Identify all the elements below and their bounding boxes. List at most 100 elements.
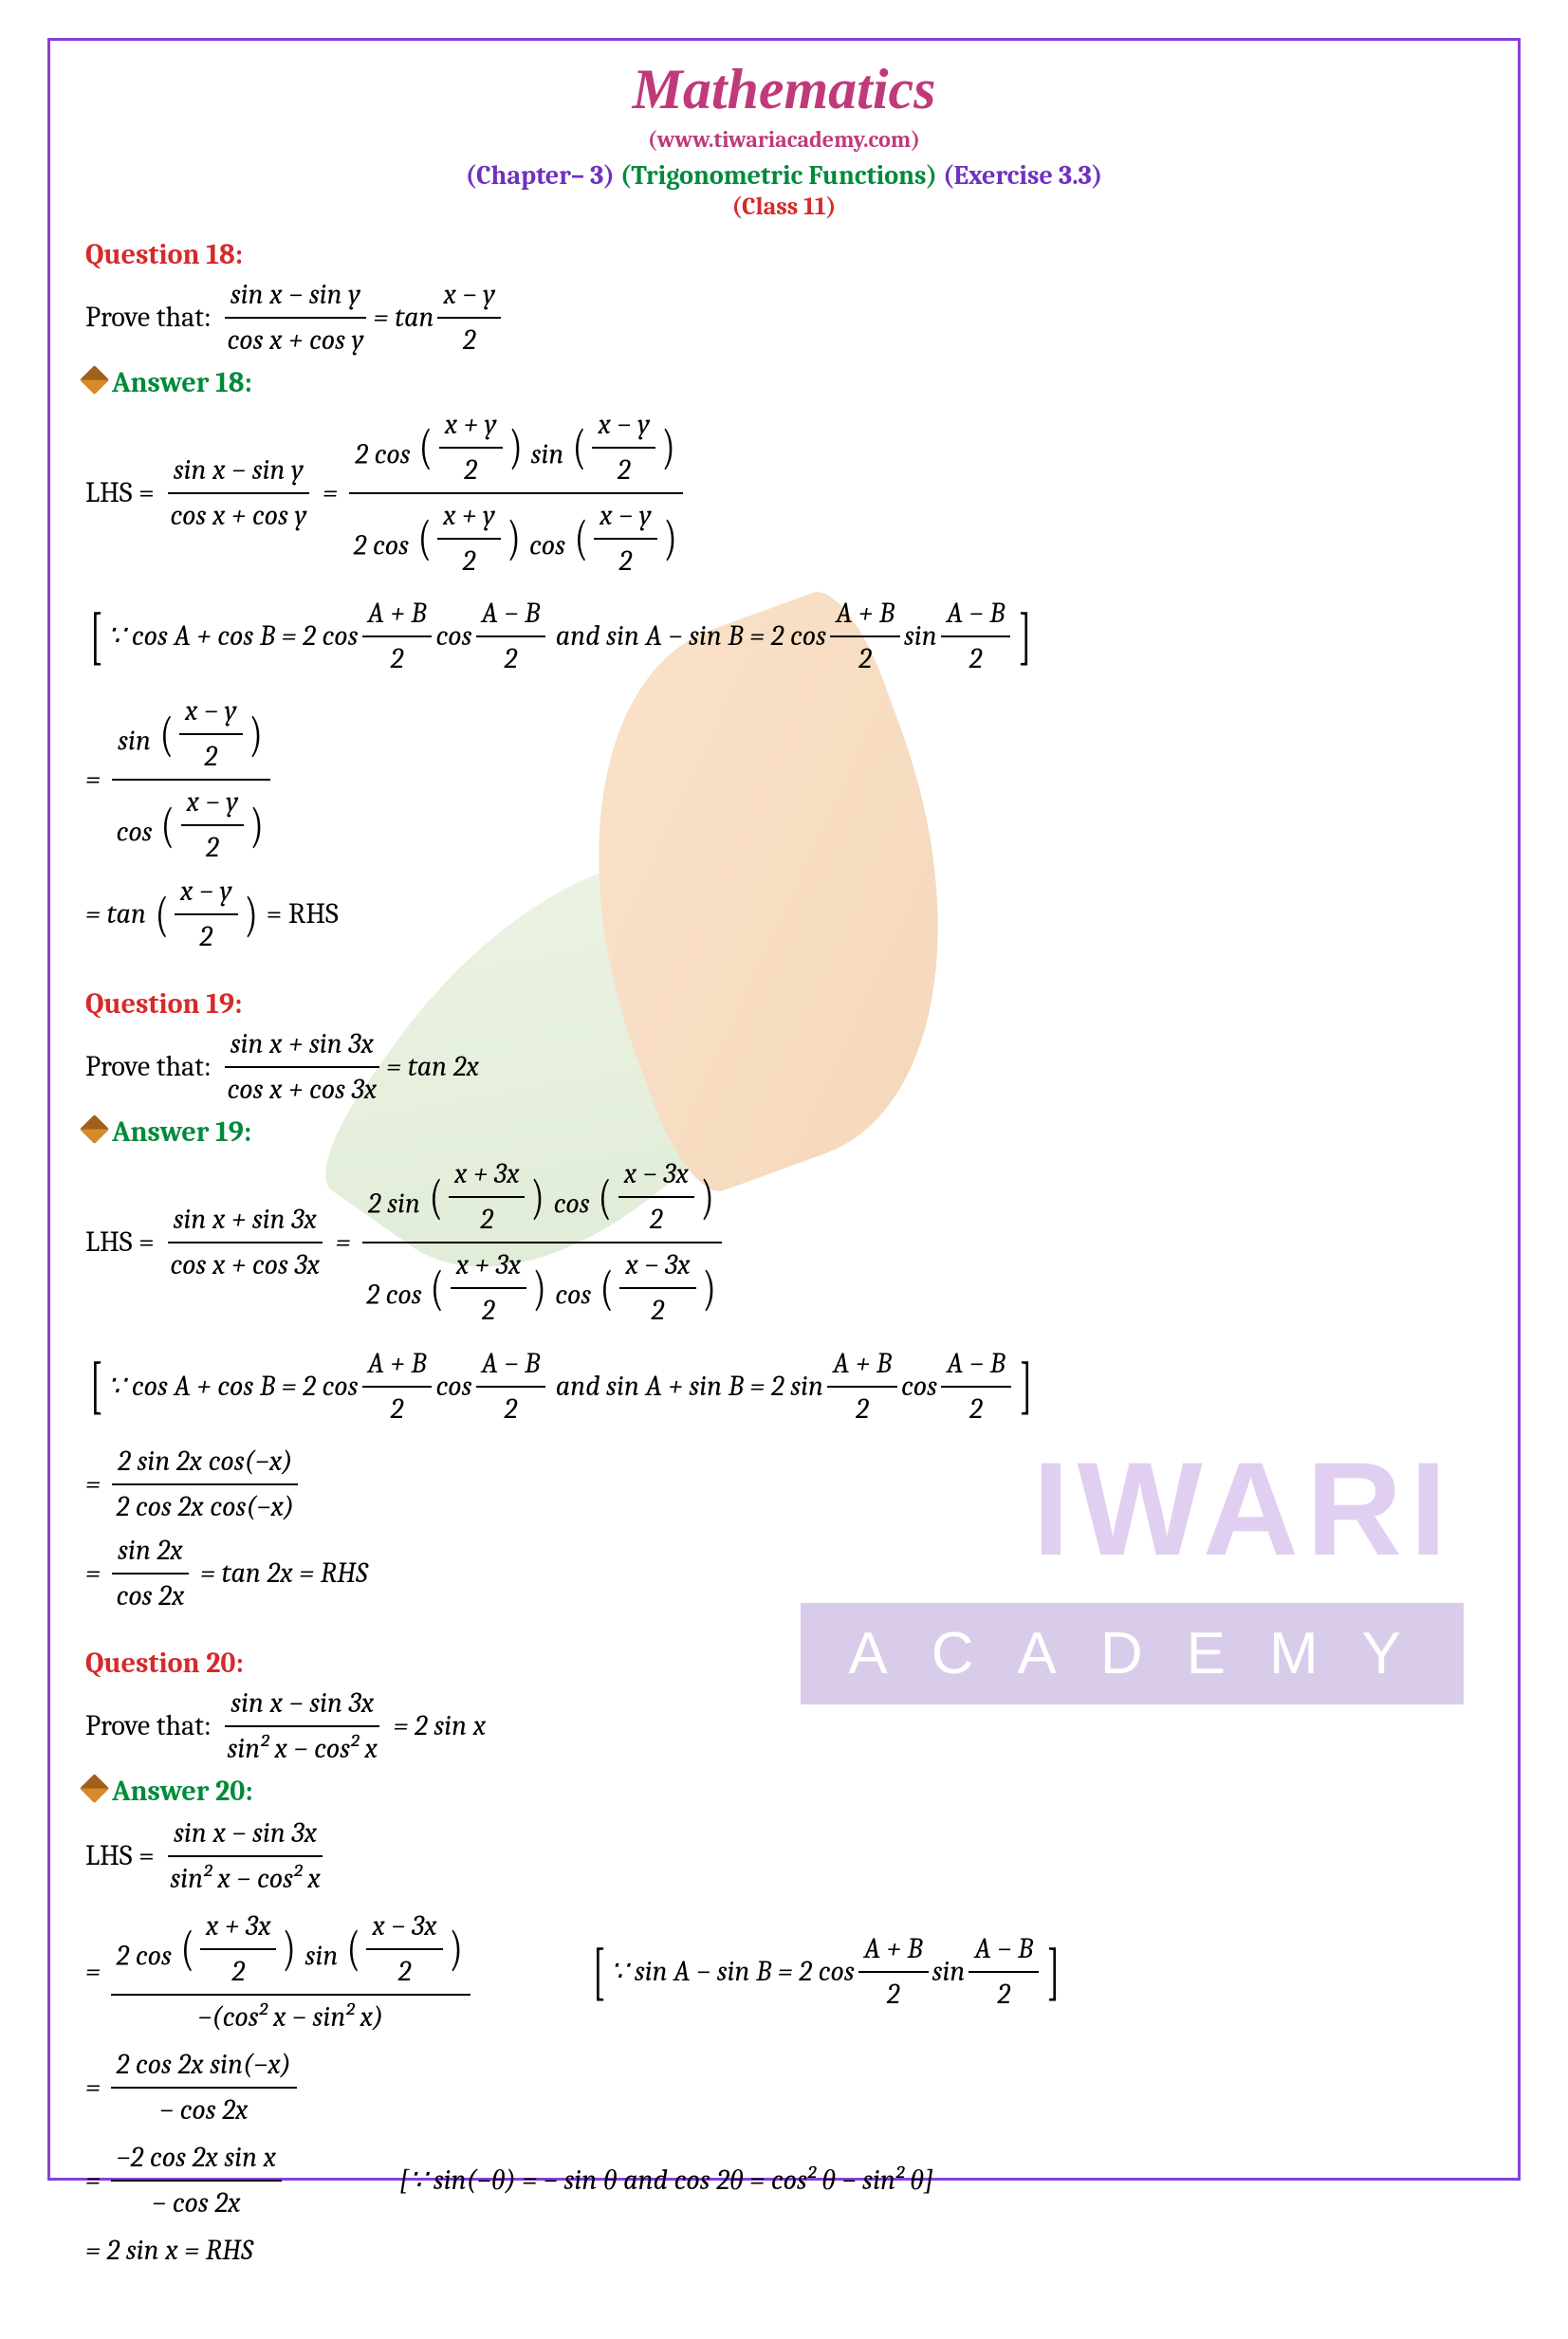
q20-step3: = 2 cos 2x sin(−x)− cos 2x (85, 2045, 1483, 2130)
q20-note2-text: [∵ sin(−θ) = − sin θ and cos 2θ = cos² θ… (399, 2161, 933, 2201)
answer-20-label: Answer 20: (85, 1775, 1483, 1808)
f: x − y (181, 783, 245, 826)
q18-id2: and sin A − sin B = 2 cos (556, 617, 826, 656)
question-18: Question 18: Prove that: sin x − sin yco… (85, 238, 1483, 957)
f: A + B (827, 1344, 897, 1388)
f: 2 (498, 1388, 523, 1429)
q20-eq: = 2 sin x (394, 1706, 487, 1746)
f: 2 (853, 637, 877, 679)
page-content: Mathematics (www.tiwariacademy.com) (Cha… (0, 0, 1568, 2339)
q18-step3: = sin x − y2 cos x − y2 (85, 691, 1483, 868)
f: sin² x − cos² x (164, 1857, 325, 1899)
question-19: Question 19: Prove that: sin x + sin 3xc… (85, 987, 1483, 1615)
question-18-label: Question 18: (85, 238, 1483, 271)
pencil-icon (80, 365, 109, 395)
f: − cos 2x (154, 2089, 253, 2130)
f: sin x − sin 3x (168, 1814, 323, 1857)
q18-prompt: Prove that: (85, 298, 212, 338)
q19-lhs: LHS = (85, 1223, 155, 1262)
chapter-topic: (Trigonometric Functions) (620, 160, 937, 191)
q19-eq: = tan 2x (386, 1047, 479, 1087)
q18-final: = tan x − y2 = RHS (85, 872, 1483, 957)
q19-statement: Prove that: sin x + sin 3xcos x + cos 3x… (85, 1024, 1483, 1110)
q18-statement: Prove that: sin x − sin ycos x + cos y =… (85, 275, 1483, 360)
q18-rhs: = RHS (267, 894, 339, 934)
q19-id1: ∵ cos A + cos B = 2 cos (107, 1367, 358, 1407)
chapter-label: (Chapter– 3) (466, 160, 615, 191)
q20-note2: [∵ sin(−θ) = − sin θ and cos 2θ = cos² θ… (399, 2161, 933, 2201)
q19-step4: = sin 2xcos 2x = tan 2x = RHS (85, 1531, 1483, 1616)
f: 2 cos 2x cos(−x) (111, 1485, 301, 1527)
question-20: Question 20: Prove that: sin x − sin 3xs… (85, 1647, 1483, 2271)
q20-statement: Prove that: sin x − sin 3xsin² x − cos² … (85, 1684, 1483, 1769)
f: x − y (594, 496, 657, 540)
answer-19-text: Answer 19: (112, 1115, 251, 1149)
f: x + 3x (200, 1906, 276, 1950)
f: x − y (592, 405, 655, 449)
q20-note1: ∵ sin A − sin B = 2 cos A + B2 sin A − B… (588, 1921, 1064, 2023)
f: cos 2x (111, 1575, 191, 1616)
f: A + B (362, 1344, 433, 1388)
pencil-icon (80, 1774, 109, 1803)
q19-rhs: = tan 2x = RHS (200, 1554, 368, 1593)
q20-prompt: Prove that: (85, 1706, 212, 1746)
answer-18-text: Answer 18: (112, 366, 252, 399)
f: x − y (175, 872, 238, 915)
class-line: (Class 11) (85, 193, 1483, 221)
q20-step2: = 2 cos x + 3x2 sin x − 3x2 −(cos² x − s… (85, 1906, 474, 2037)
f: 2 (881, 1973, 906, 2015)
q20-step2-row: = 2 cos x + 3x2 sin x − 3x2 −(cos² x − s… (85, 1903, 1483, 2041)
q18-lhs-label: LHS = (85, 473, 155, 513)
f: A − B (476, 1344, 546, 1388)
f: sin x − sin 3x (225, 1684, 379, 1727)
f: x + y (437, 496, 501, 540)
f: 2 (200, 826, 225, 868)
f: 2 (457, 540, 482, 581)
exercise-label: (Exercise 3.3) (943, 160, 1102, 191)
q18-id1: ∵ cos A + cos B = 2 cos (107, 617, 358, 656)
q18-tan-den: 2 (457, 319, 482, 360)
q18-frac-num: sin x − sin y (225, 275, 366, 319)
f: 2 (964, 637, 988, 679)
question-19-label: Question 19: (85, 987, 1483, 1021)
f: x + y (439, 405, 503, 449)
f: 2 (646, 1289, 671, 1331)
f: A + B (858, 1929, 929, 1973)
q20-lhs: LHS = (85, 1836, 155, 1876)
t: ∵ sin A − sin B = 2 cos (610, 1952, 855, 1992)
f: −(cos² x − sin² x) (192, 1996, 389, 2037)
f: sin x + sin 3x (168, 1200, 323, 1243)
f: A − B (941, 594, 1011, 637)
f: x − 3x (618, 1154, 694, 1198)
f: sin² x − cos² x (221, 1727, 382, 1769)
q19-prompt: Prove that: (85, 1047, 212, 1087)
f: 2 (850, 1388, 875, 1429)
f: cos x + cos 3x (164, 1243, 325, 1285)
f: 2 (476, 1289, 501, 1331)
website-link[interactable]: (www.tiwariacademy.com) (85, 126, 1483, 153)
q18-frac-den: cos x + cos y (221, 319, 369, 360)
q18-tan-num: x − y (437, 275, 501, 319)
f: A − B (968, 1929, 1039, 1973)
f: − cos 2x (146, 2182, 246, 2223)
t: sin (932, 1952, 966, 1992)
answer-18-label: Answer 18: (85, 366, 1483, 399)
t: sin (118, 725, 151, 758)
answer-19-label: Answer 19: (85, 1115, 1483, 1149)
q18-eq-tan: = tan (374, 298, 434, 338)
q20-step4: = −2 cos 2x sin x− cos 2x (85, 2138, 286, 2223)
f: 2 (613, 540, 637, 581)
f: 2 (385, 1388, 410, 1429)
f: −2 cos 2x sin x (111, 2138, 283, 2182)
question-20-label: Question 20: (85, 1647, 1483, 1680)
q19-id2: and sin A + sin B = 2 sin (556, 1367, 823, 1407)
f: 2 cos 2x sin(−x) (111, 2045, 297, 2089)
q18-step1: LHS = sin x − sin ycos x + cos y = 2 cos… (85, 405, 1483, 581)
f: x + 3x (449, 1154, 525, 1198)
f: 2 (198, 735, 223, 777)
f: 2 (393, 1950, 417, 1992)
q18-s1-num: sin x − sin y (168, 451, 309, 494)
q20-final-text: = 2 sin x = RHS (85, 2231, 253, 2271)
f: sin x + sin 3x (225, 1024, 379, 1068)
f: 2 (385, 637, 410, 679)
